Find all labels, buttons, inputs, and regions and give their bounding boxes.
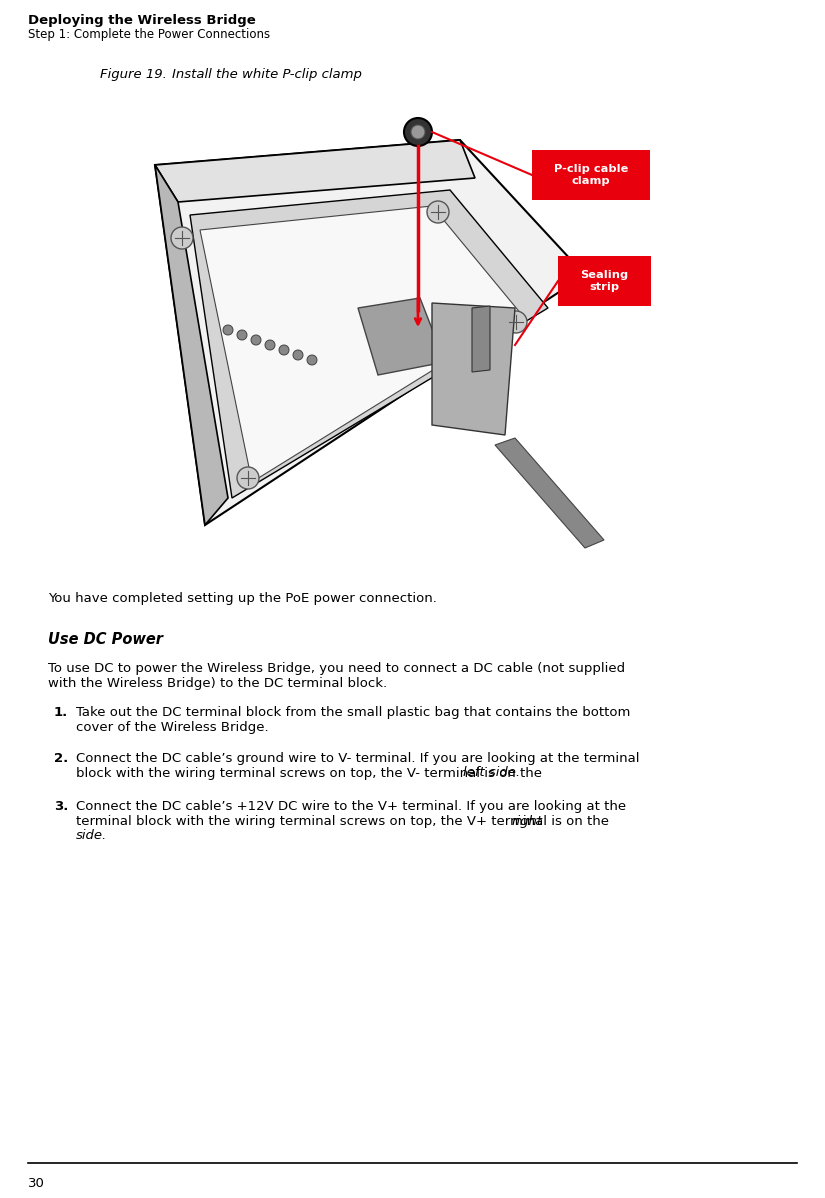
Text: side.: side.	[76, 829, 107, 842]
Text: Take out the DC terminal block from the small plastic bag that contains the bott: Take out the DC terminal block from the …	[76, 706, 630, 719]
FancyBboxPatch shape	[532, 150, 650, 200]
Circle shape	[293, 350, 303, 361]
Text: Use DC Power: Use DC Power	[48, 633, 163, 647]
Text: left side.: left side.	[464, 767, 521, 780]
Circle shape	[505, 311, 527, 333]
Text: Step 1: Complete the Power Connections: Step 1: Complete the Power Connections	[28, 28, 270, 41]
Circle shape	[251, 335, 261, 345]
Polygon shape	[495, 438, 604, 547]
Text: 30: 30	[28, 1176, 45, 1190]
Text: with the Wireless Bridge) to the DC terminal block.: with the Wireless Bridge) to the DC term…	[48, 677, 387, 690]
Text: You have completed setting up the PoE power connection.: You have completed setting up the PoE po…	[48, 592, 437, 605]
Text: terminal block with the wiring terminal screws on top, the V+ terminal is on the: terminal block with the wiring terminal …	[76, 815, 613, 828]
Text: Deploying the Wireless Bridge: Deploying the Wireless Bridge	[28, 14, 256, 28]
Text: Sealing
strip: Sealing strip	[580, 270, 628, 292]
Text: To use DC to power the Wireless Bridge, you need to connect a DC cable (not supp: To use DC to power the Wireless Bridge, …	[48, 662, 625, 674]
FancyBboxPatch shape	[558, 256, 651, 305]
Polygon shape	[432, 303, 515, 435]
Circle shape	[279, 345, 289, 355]
Circle shape	[265, 340, 275, 350]
Polygon shape	[155, 140, 475, 202]
Circle shape	[411, 125, 425, 139]
Polygon shape	[155, 140, 585, 525]
Circle shape	[427, 201, 449, 223]
Polygon shape	[472, 305, 490, 373]
Text: block with the wiring terminal screws on top, the V- terminal is on the: block with the wiring terminal screws on…	[76, 767, 546, 780]
Text: Connect the DC cable’s ground wire to V- terminal. If you are looking at the ter: Connect the DC cable’s ground wire to V-…	[76, 752, 639, 766]
Text: 2.: 2.	[54, 752, 68, 766]
Circle shape	[307, 355, 317, 365]
Text: cover of the Wireless Bridge.: cover of the Wireless Bridge.	[76, 720, 269, 733]
Polygon shape	[155, 165, 228, 525]
Circle shape	[404, 117, 432, 146]
Text: 1.: 1.	[54, 706, 68, 719]
Circle shape	[237, 329, 247, 340]
Polygon shape	[200, 206, 522, 482]
Text: P-clip cable
clamp: P-clip cable clamp	[554, 164, 628, 186]
Polygon shape	[358, 298, 445, 375]
Text: Install the white P-clip clamp: Install the white P-clip clamp	[155, 68, 362, 81]
Text: Figure 19.: Figure 19.	[100, 68, 167, 81]
Polygon shape	[190, 190, 548, 498]
Text: Connect the DC cable’s +12V DC wire to the V+ terminal. If you are looking at th: Connect the DC cable’s +12V DC wire to t…	[76, 800, 626, 813]
Circle shape	[171, 226, 193, 249]
Text: right: right	[512, 815, 543, 828]
Text: 3.: 3.	[54, 800, 68, 813]
Circle shape	[223, 325, 233, 335]
Circle shape	[237, 467, 259, 489]
